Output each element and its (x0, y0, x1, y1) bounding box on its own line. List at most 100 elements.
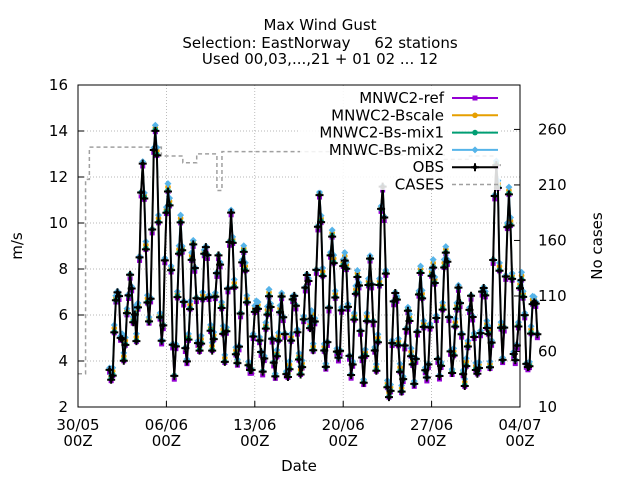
obs-point (522, 313, 527, 318)
obs-point (377, 282, 382, 287)
y-tick-label: 12 (49, 168, 68, 186)
obs-point (434, 315, 439, 320)
obs-point (363, 354, 368, 359)
obs-point (467, 307, 472, 312)
y-tick-label: 2 (58, 398, 68, 416)
chart-subtitle-1: Selection: EastNorway 62 stations (182, 34, 458, 52)
obs-point (145, 300, 150, 305)
obs-point (511, 352, 516, 357)
y2-tick-label: 260 (538, 120, 567, 138)
obs-point (461, 372, 466, 377)
obs-point (181, 299, 186, 304)
obs-point (222, 359, 227, 364)
obs-point (273, 374, 278, 379)
obs-series (105, 126, 542, 402)
obs-point (527, 364, 532, 369)
obs-point (200, 297, 205, 302)
obs-point (398, 369, 403, 374)
obs-point (238, 311, 243, 316)
obs-point (396, 343, 401, 348)
obs-point (225, 286, 230, 291)
obs-point (315, 224, 320, 229)
obs-point (173, 344, 178, 349)
obs-point (208, 328, 213, 333)
obs-point (326, 305, 331, 310)
obs-point (265, 312, 270, 317)
obs-point (257, 338, 262, 343)
obs-point (445, 259, 450, 264)
obs-point (369, 282, 374, 287)
obs-point (516, 324, 521, 329)
obs-point (382, 215, 387, 220)
obs-point (229, 210, 234, 215)
obs-point (339, 308, 344, 313)
y-tick-label: 10 (49, 214, 68, 232)
obs-point (303, 285, 308, 290)
obs-point (330, 234, 335, 239)
obs-point (268, 304, 273, 309)
obs-point (469, 293, 474, 298)
obs-point (213, 294, 218, 299)
obs-point (224, 329, 229, 334)
obs-point (484, 325, 489, 330)
obs-point (143, 247, 148, 252)
obs-point (513, 358, 518, 363)
obs-point (159, 338, 164, 343)
obs-point (139, 190, 144, 195)
obs-point (131, 320, 136, 325)
obs-point (107, 367, 112, 372)
obs-point (214, 271, 219, 276)
obs-point (147, 319, 152, 324)
obs-point (415, 329, 420, 334)
obs-point (521, 294, 526, 299)
obs-point (162, 258, 167, 263)
obs-point (514, 343, 519, 348)
obs-point (333, 295, 338, 300)
legend-label: MNWC2-ref (359, 89, 444, 107)
obs-point (169, 268, 174, 273)
x-tick-label-date: 13/06 (233, 416, 276, 434)
obs-point (385, 385, 390, 390)
obs-point (151, 148, 156, 153)
x-tick-label-hour: 00Z (63, 432, 92, 450)
obs-point (503, 274, 508, 279)
obs-point (529, 331, 534, 336)
obs-point (161, 323, 166, 328)
obs-point (383, 271, 388, 276)
obs-point (328, 253, 333, 258)
obs-point (356, 283, 361, 288)
obs-point (374, 368, 379, 373)
obs-point (243, 268, 248, 273)
obs-point (492, 193, 497, 198)
obs-point (502, 325, 507, 330)
obs-point (123, 342, 128, 347)
obs-point (431, 265, 436, 270)
mnwc-bs-mix2-point (417, 262, 425, 270)
obs-point (306, 279, 311, 284)
legend-label: MNWC-Bs-mix2 (329, 141, 444, 159)
mnwc-bs-mix2-point (429, 256, 437, 264)
obs-point (412, 381, 417, 386)
obs-point (454, 306, 459, 311)
obs-point (341, 264, 346, 269)
obs-point (165, 189, 170, 194)
obs-point (263, 326, 268, 331)
x-tick-label-hour: 00Z (240, 432, 269, 450)
obs-point (235, 361, 240, 366)
obs-point (475, 371, 480, 376)
obs-point (358, 328, 363, 333)
obs-point (533, 301, 538, 306)
obs-point (132, 312, 137, 317)
mnwc-bs-mix2-point (240, 242, 248, 250)
obs-point (304, 273, 309, 278)
obs-point (289, 338, 294, 343)
obs-point (464, 364, 469, 369)
obs-point (293, 303, 298, 308)
obs-point (154, 153, 159, 158)
obs-point (270, 336, 275, 341)
obs-point (350, 362, 355, 367)
obs-point (371, 319, 376, 324)
obs-point (230, 240, 235, 245)
obs-point (317, 193, 322, 198)
